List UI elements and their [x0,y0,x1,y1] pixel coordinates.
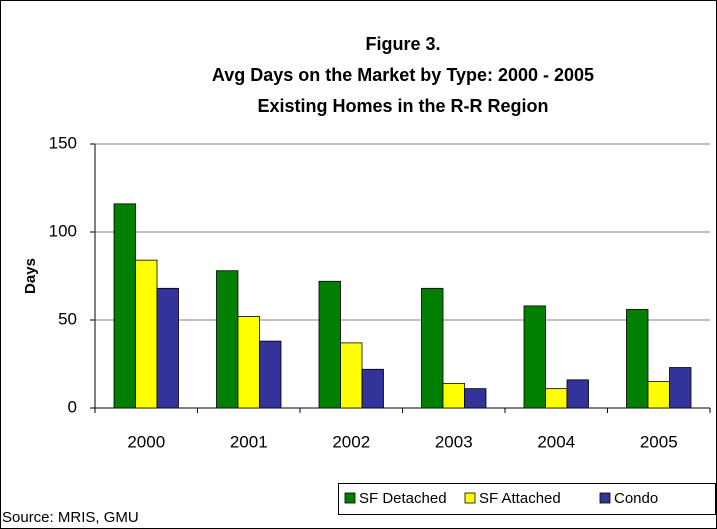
bar [156,287,179,409]
legend-box [338,483,716,515]
bar [318,280,341,409]
bar [259,340,282,409]
bar [442,382,465,409]
bar [669,367,692,409]
x-tick-label: 2004 [537,432,575,451]
chart-subtitle: Existing Homes in the R-R Region [257,96,548,116]
x-tick-label: 2005 [640,432,678,451]
x-tick-label: 2003 [435,432,473,451]
legend-label: SF Attached [479,490,561,507]
y-tick-label: 100 [49,221,77,240]
chart-title: Figure 3. [365,34,440,54]
y-tick-label: 50 [58,309,77,328]
bar [566,379,589,409]
bar [626,309,649,409]
y-tick-label: 150 [49,133,77,152]
legend-swatch [464,492,476,504]
x-tick-label: 2001 [230,432,268,451]
bar [237,316,260,409]
y-axis-label: Days [22,258,39,294]
bar [216,270,239,409]
bar [464,388,487,409]
bar [523,305,546,409]
bar [361,368,384,409]
legend-label: Condo [614,490,658,507]
bar [545,388,568,409]
x-tick-label: 2002 [332,432,370,451]
legend-swatch [344,492,356,504]
bar [647,381,670,409]
bar [421,287,444,409]
source-note: Source: MRIS, GMU [2,509,139,526]
bar [135,259,158,409]
chart-subtitle: Avg Days on the Market by Type: 2000 - 2… [212,65,594,85]
bar [113,203,136,409]
legend-swatch [599,492,611,504]
x-tick-label: 2000 [127,432,165,451]
y-tick-label: 0 [68,397,77,416]
bar [340,342,363,409]
legend-label: SF Detached [359,490,447,507]
